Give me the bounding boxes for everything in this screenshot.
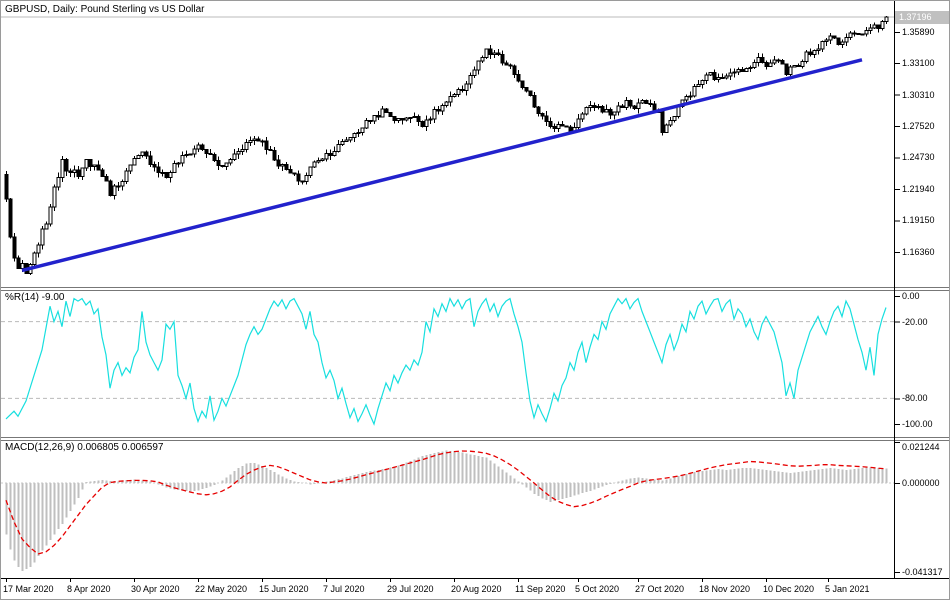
- axis-tick-label: 29 Jul 2020: [387, 584, 434, 594]
- axis-tick-label: -20.00: [902, 316, 928, 327]
- axis-tick-label: 10 Dec 2020: [763, 584, 815, 594]
- trendline[interactable]: [21, 58, 863, 273]
- chart-title: GBPUSD, Daily: Pound Sterling vs US Doll…: [5, 4, 205, 15]
- percent-r-label: %R(14) -9.00: [5, 292, 65, 303]
- axis-tick-label: 17 Mar 2020: [3, 584, 54, 594]
- axis-tick-label: 0.00: [902, 291, 920, 301]
- price-panel: [1, 15, 894, 275]
- axis-tick-label: 22 May 2020: [195, 584, 248, 594]
- axis-tick-label: 15 Jun 2020: [259, 584, 309, 594]
- axis-tick-label: 1.24730: [902, 152, 935, 163]
- axis-tick-label: 0.000000: [902, 478, 940, 488]
- axis-tick-label: 1.16360: [902, 246, 935, 257]
- axis-tick-label: 1.35890: [902, 26, 935, 37]
- axis-tick-label: 7 Jul 2020: [323, 584, 365, 594]
- axis-tick-label: -0.041317: [902, 566, 943, 577]
- axis-tick-label: 1.27520: [902, 121, 935, 132]
- axis-tick-label: 1.30310: [902, 89, 935, 100]
- axis-tick-label: 1.33100: [902, 58, 935, 69]
- macd-label: MACD(12,26,9) 0.006805 0.006597: [5, 442, 164, 453]
- macd-histogram: [5, 450, 888, 572]
- axis-tick-label: 1.21940: [902, 183, 935, 194]
- axis-tick-label: 11 Sep 2020: [515, 584, 566, 594]
- axis-tick-label: 0.021244: [902, 442, 940, 452]
- percent-r-panel: [1, 297, 894, 426]
- macd-panel: [1, 450, 894, 572]
- percent-r-line: [5, 297, 887, 426]
- axis-tick-label: -100.00: [902, 419, 933, 429]
- axis-tick-label: 30 Apr 2020: [131, 584, 180, 594]
- axis-tick-label: 27 Oct 2020: [635, 584, 685, 594]
- chart-frame: [1, 1, 949, 582]
- macd-signal-line: [5, 450, 887, 555]
- axis-tick-label: 1.19150: [902, 215, 935, 226]
- current-price-badge: 1.37196: [895, 11, 949, 24]
- axis-tick-label: 20 Aug 2020: [451, 584, 502, 594]
- axis-tick-label: 5 Oct 2020: [575, 584, 620, 594]
- axis-tick-label: -80.00: [902, 393, 928, 404]
- axis-tick-label: 8 Apr 2020: [67, 584, 111, 594]
- axis-tick-label: 5 Jan 2021: [825, 584, 870, 594]
- candlesticks-layer: [4, 15, 889, 275]
- axis-tick-label: 18 Nov 2020: [699, 584, 751, 594]
